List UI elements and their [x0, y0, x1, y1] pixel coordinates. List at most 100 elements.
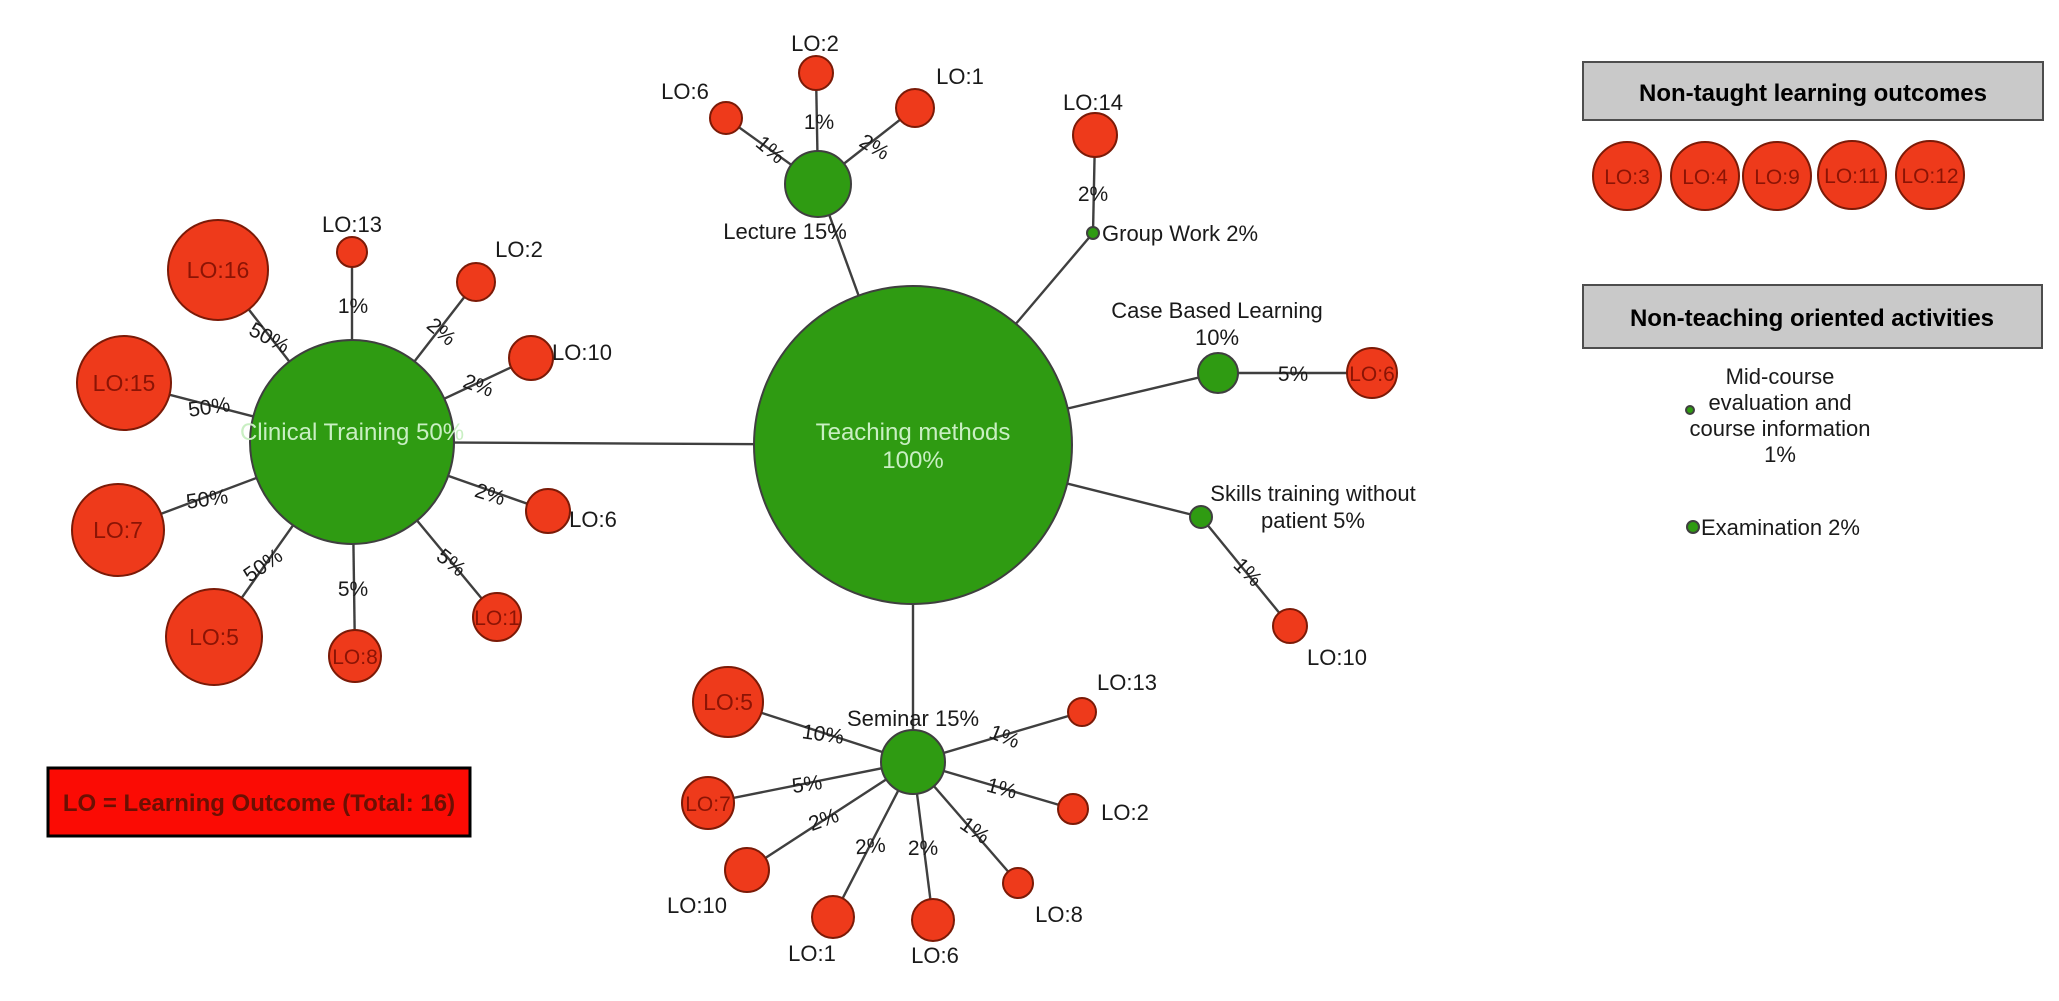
teaching-methods-pct: 100%	[882, 447, 943, 474]
clinical-lo10-label: LO:10	[552, 340, 612, 365]
node-legend-lo4	[1670, 141, 1740, 211]
node-seminar-lo7	[681, 776, 735, 830]
pct-seminar-lo5: 10%	[800, 720, 845, 749]
pct-clinical-lo5: 50%	[239, 544, 287, 587]
node-skills-lo10	[1272, 608, 1308, 644]
node-labels: Teaching methods 100% Clinical Training …	[93, 31, 1416, 968]
node-lecture-lo2	[798, 55, 834, 91]
seminar-lo1-label: LO:1	[788, 941, 836, 966]
lecture-label: Lecture 15%	[723, 219, 847, 244]
clinical-lo13-label: LO:13	[322, 212, 382, 237]
edge-seminar-lo10	[746, 760, 914, 872]
node-group-work-lo14	[1072, 112, 1118, 158]
node-teaching-methods	[753, 285, 1073, 605]
node-seminar-lo10	[724, 847, 770, 893]
mid-course-dot	[1685, 405, 1695, 415]
node-group-work	[1086, 226, 1100, 240]
node-legend-lo11	[1817, 140, 1887, 210]
legend-non-taught-title: Non-taught learning outcomes	[1639, 80, 1987, 107]
node-clinical-lo1	[472, 592, 522, 642]
clinical-lo7-label: LO:7	[93, 517, 143, 543]
pct-group-work-lo14: 2%	[1078, 183, 1108, 206]
pct-seminar-lo13: 1%	[986, 721, 1023, 754]
node-clinical-training	[249, 339, 455, 545]
node-clinical-lo6	[525, 488, 571, 534]
clinical-lo2-label: LO:2	[495, 237, 543, 262]
node-clinical-lo2	[456, 262, 496, 302]
pct-lecture-lo1: 2%	[855, 130, 893, 165]
pct-clinical-lo7: 50%	[185, 485, 230, 514]
seminar-lo5-label: LO:5	[703, 689, 753, 715]
node-seminar-lo2	[1057, 793, 1089, 825]
seminar-lo13-label: LO:13	[1097, 670, 1157, 695]
legend-lo12-label: LO:12	[1901, 165, 1958, 188]
case-based-lo6-label: LO:6	[1349, 363, 1395, 386]
pct-clinical-lo15: 50%	[187, 393, 232, 422]
pct-case-based-lo6: 5%	[1278, 363, 1308, 386]
node-clinical-lo10	[508, 335, 554, 381]
seminar-lo2-label: LO:2	[1101, 800, 1149, 825]
edge-skills-lo10	[1200, 516, 1291, 627]
node-seminar-lo1	[811, 895, 855, 939]
node-seminar-lo6	[911, 898, 955, 942]
edge-seminar-lo7	[707, 760, 914, 805]
seminar-label: Seminar 15%	[847, 706, 979, 731]
skills-label-line1: Skills training without	[1210, 481, 1415, 506]
legend-lo9-label: LO:9	[1754, 166, 1800, 189]
lecture-lo6-label: LO:6	[661, 79, 709, 104]
pct-clinical-lo6: 2%	[472, 479, 508, 510]
activity-nodes	[249, 150, 1239, 795]
pct-seminar-lo10: 2%	[806, 804, 842, 836]
pct-lecture-lo6: 1%	[751, 131, 789, 168]
seminar-lo8-label: LO:8	[1035, 902, 1083, 927]
clinical-lo8-label: LO:8	[332, 646, 378, 669]
node-seminar-lo13	[1067, 697, 1097, 727]
legend-lo11-label: LO:11	[1824, 165, 1880, 188]
lecture-lo2-label: LO:2	[791, 31, 839, 56]
note-box: LO = Learning Outcome (Total: 16)	[46, 766, 472, 838]
pct-clinical-lo8: 5%	[338, 578, 368, 601]
note-box-rect	[46, 766, 472, 838]
node-case-based-lo6	[1346, 347, 1398, 399]
legend-non-taught: Non-taught learning outcomes LO:3 LO:4 L…	[1582, 61, 2044, 211]
clinical-lo15-label: LO:15	[93, 370, 156, 396]
node-seminar-lo8	[1002, 867, 1034, 899]
pct-seminar-lo7: 5%	[790, 771, 823, 798]
node-skills-training	[1189, 505, 1213, 529]
node-legend-lo12	[1895, 140, 1965, 210]
node-lecture-lo1	[895, 88, 935, 128]
pct-clinical-lo10: 2%	[460, 370, 496, 402]
pct-clinical-lo13: 1%	[338, 295, 368, 318]
note-box-label: LO = Learning Outcome (Total: 16)	[63, 790, 455, 817]
case-based-pct: 10%	[1195, 325, 1239, 350]
clinical-lo1-label: LO:1	[474, 607, 520, 630]
mid-course-line2: evaluation and	[1708, 390, 1851, 415]
node-seminar	[880, 729, 946, 795]
group-work-lo14-label: LO:14	[1063, 90, 1123, 115]
clinical-lo6-label: LO:6	[569, 507, 617, 532]
learning-outcome-nodes	[71, 55, 1398, 942]
seminar-lo10-label: LO:10	[667, 893, 727, 918]
node-clinical-lo15	[76, 335, 172, 431]
node-clinical-lo8	[328, 629, 382, 683]
pct-seminar-lo6: 2%	[908, 837, 938, 860]
node-legend-lo9	[1742, 141, 1812, 211]
skills-label-line2: patient 5%	[1261, 508, 1365, 533]
case-based-label: Case Based Learning	[1111, 298, 1323, 323]
node-lecture	[784, 150, 852, 218]
node-seminar-lo5	[692, 666, 764, 738]
node-clinical-lo13	[336, 236, 368, 268]
pct-lecture-lo2: 1%	[804, 111, 834, 134]
node-case-based-learning	[1197, 352, 1239, 394]
mid-course-line3: course information	[1690, 416, 1871, 441]
legend-lo3-label: LO:3	[1604, 166, 1650, 189]
examination-label: Examination 2%	[1701, 515, 1860, 540]
clinical-lo16-label: LO:16	[187, 257, 250, 283]
mid-course-line1: Mid-course	[1726, 364, 1835, 389]
node-clinical-lo7	[71, 483, 165, 577]
pct-seminar-lo1: 2%	[854, 834, 886, 860]
node-clinical-lo16	[167, 219, 269, 321]
legend-non-teaching-header-box	[1582, 284, 2043, 349]
